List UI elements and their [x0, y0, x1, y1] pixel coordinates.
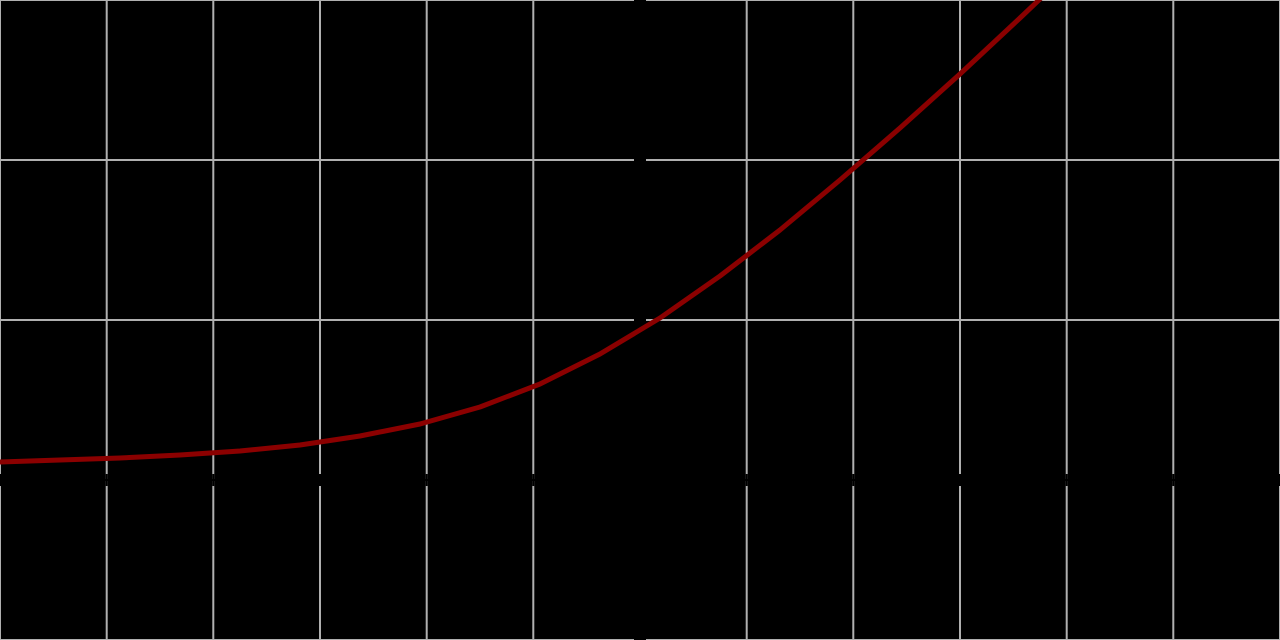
- line-chart: [0, 0, 1280, 640]
- chart-svg: [0, 0, 1280, 640]
